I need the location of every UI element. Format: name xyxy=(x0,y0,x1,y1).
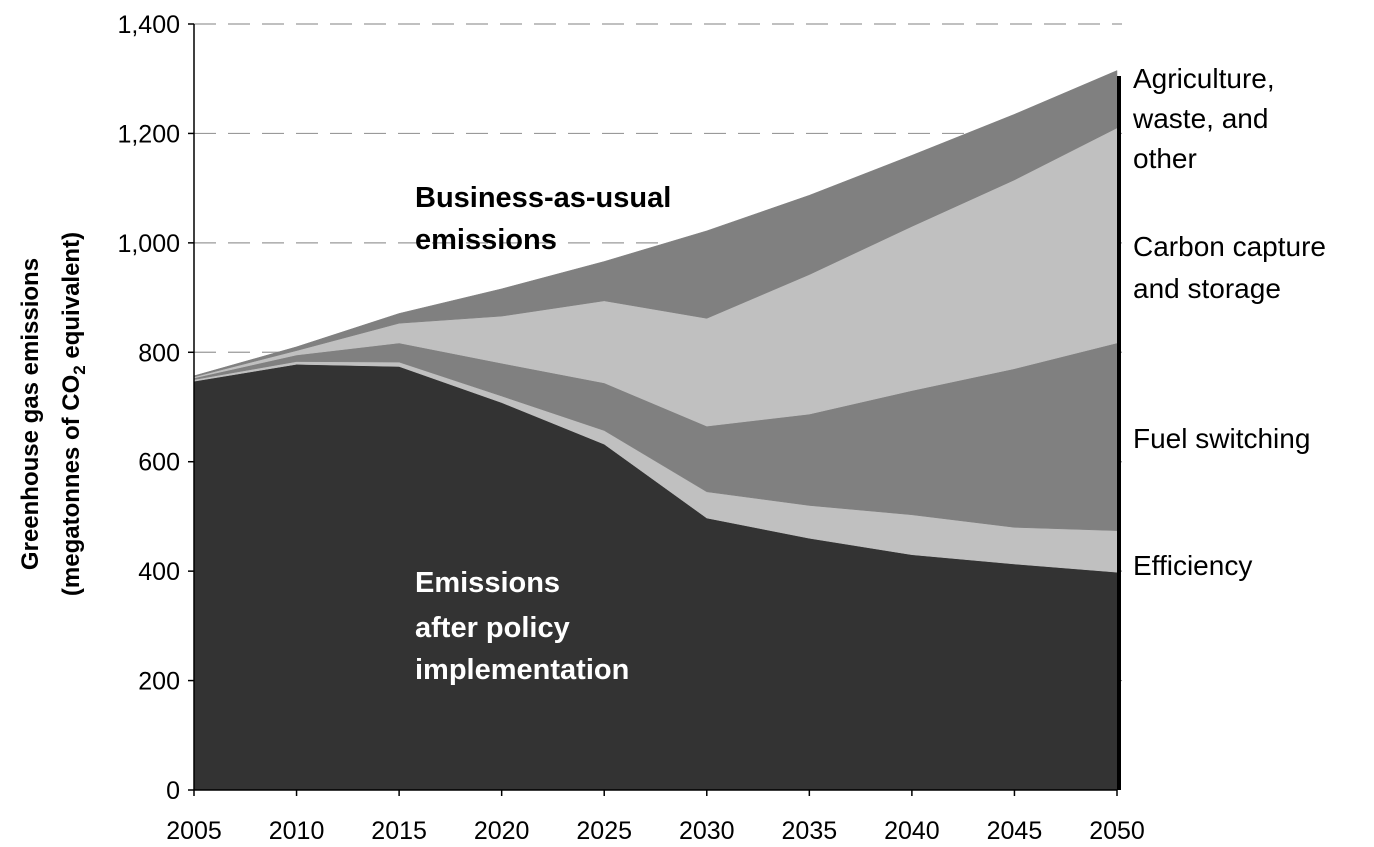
x-tick-label: 2010 xyxy=(269,817,325,845)
x-tick-label: 2040 xyxy=(884,817,940,845)
legend-agriculture-line2: waste, and xyxy=(1132,103,1268,134)
legend-fuel-switching: Fuel switching xyxy=(1133,423,1310,454)
y-axis-title-subscript: 2 xyxy=(70,365,89,374)
y-tick-label: 1,400 xyxy=(117,11,180,39)
y-tick-label: 0 xyxy=(166,777,180,805)
x-tick-label: 2030 xyxy=(679,817,735,845)
stacked-areas xyxy=(193,70,1118,791)
x-tick-label: 2025 xyxy=(576,817,632,845)
annotation-after-line3: implementation xyxy=(415,654,629,686)
y-tick-label: 1,200 xyxy=(117,120,180,148)
axes xyxy=(188,23,1118,796)
legend-ccs-line2: and storage xyxy=(1133,273,1281,304)
x-tick-label: 2045 xyxy=(987,817,1043,845)
x-tick-label: 2015 xyxy=(371,817,427,845)
y-tick-labels: 0 200 400 600 800 1,000 1,200 1,400 xyxy=(117,11,180,805)
y-tick-label: 800 xyxy=(138,339,180,367)
annotation-bau-line1: Business-as-usual xyxy=(415,182,671,214)
x-tick-label: 2050 xyxy=(1089,817,1145,845)
annotation-after-line1: Emissions xyxy=(415,567,560,599)
y-axis-title: Greenhouse gas emissions xyxy=(17,258,44,570)
annotation-bau-line2: emissions xyxy=(415,224,557,256)
legend-ccs-line1: Carbon capture xyxy=(1133,231,1326,262)
y-tick-label: 200 xyxy=(138,668,180,696)
y-tick-label: 400 xyxy=(138,558,180,586)
y-tick-label: 600 xyxy=(138,449,180,477)
y-axis-title-line1: Greenhouse gas emissions xyxy=(17,258,44,570)
legend-agriculture-line3: other xyxy=(1133,143,1197,174)
y-tick-label: 1,000 xyxy=(117,230,180,258)
x-tick-labels: 2005 2010 2015 2020 2025 2030 2035 2040 2045 2050 xyxy=(166,817,1145,845)
legend-efficiency: Efficiency xyxy=(1133,550,1252,581)
y-axis-title-prefix: (megatonnes of CO xyxy=(58,375,85,596)
x-tick-label: 2005 xyxy=(166,817,222,845)
x-tick-label: 2035 xyxy=(782,817,838,845)
annotation-after-line2: after policy xyxy=(415,612,570,644)
x-tick-label: 2020 xyxy=(474,817,530,845)
legend-agriculture-line1: Agriculture, xyxy=(1133,63,1275,94)
y-axis-title-2: (megatonnes of CO2 equivalent) xyxy=(58,232,89,596)
y-axis-title-line2: (megatonnes of CO2 equivalent) xyxy=(58,232,89,596)
y-axis-title-suffix: equivalent) xyxy=(58,232,85,365)
